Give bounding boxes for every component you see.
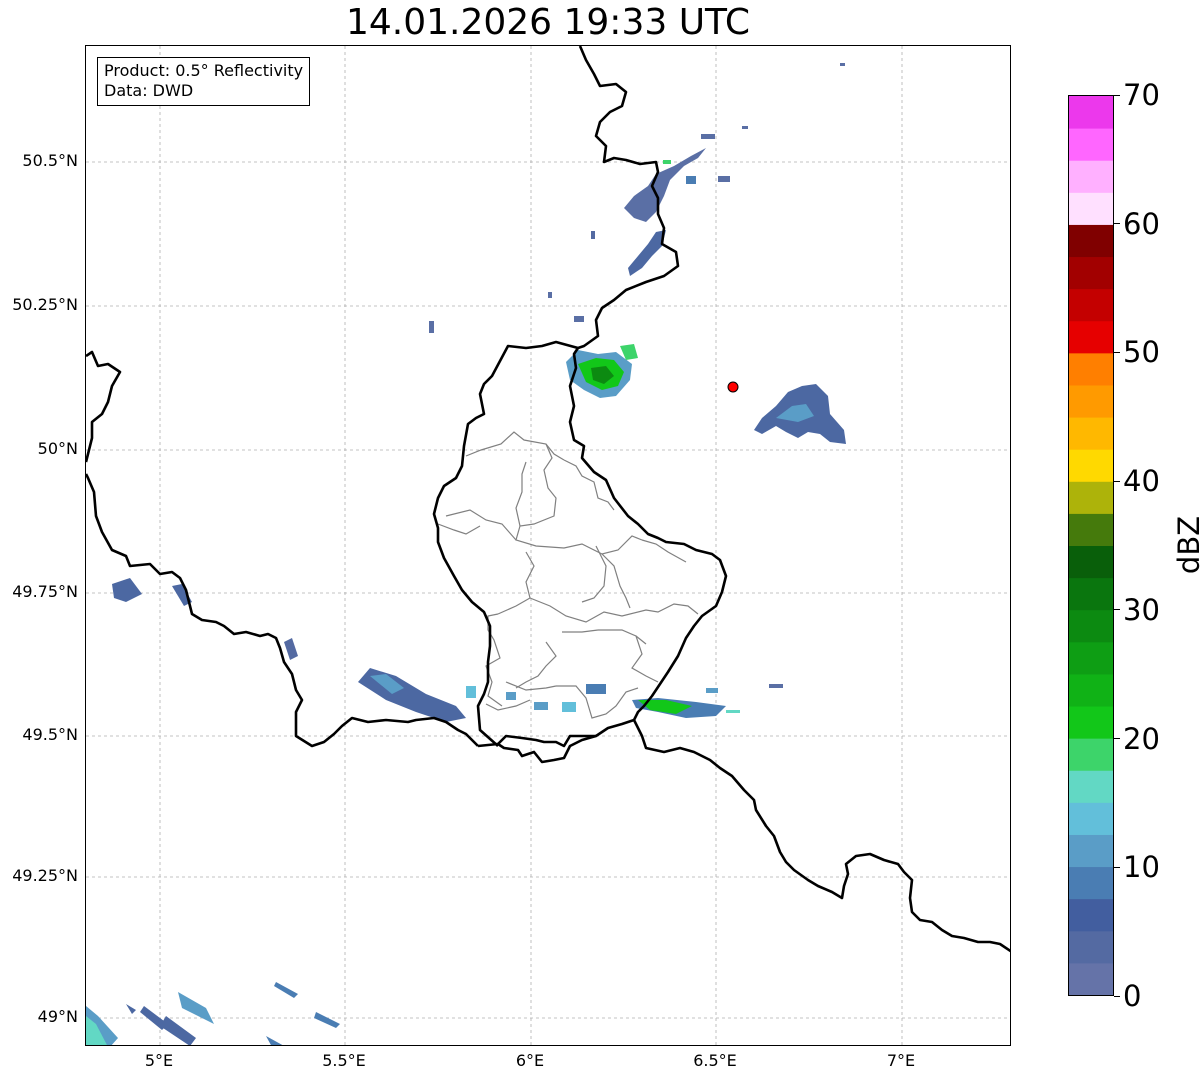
colorbar-swatch: [1069, 192, 1113, 225]
graticule: [86, 46, 1010, 1045]
map-canvas: [86, 46, 1010, 1045]
radar-map[interactable]: [85, 45, 1011, 1046]
map-title: 14.01.2026 19:33 UTC: [345, 2, 751, 43]
colorbar-tick-label: 60: [1123, 206, 1160, 241]
colorbar-swatch: [1069, 128, 1113, 161]
lat-label: 50°N: [37, 439, 78, 458]
colorbar-swatch: [1069, 417, 1113, 450]
colorbar-tick: [1114, 351, 1120, 353]
colorbar-tick-label: 40: [1123, 464, 1160, 499]
colorbar-swatch: [1069, 449, 1113, 482]
colorbar-swatch: [1069, 256, 1113, 290]
lon-label: 5.5°E: [322, 1051, 366, 1070]
colorbar-swatch: [1069, 706, 1113, 739]
radar-site-marker[interactable]: [727, 381, 739, 393]
lat-label: 50.25°N: [12, 295, 78, 314]
colorbar-swatch: [1069, 224, 1113, 258]
colorbar-swatch: [1069, 930, 1113, 964]
lon-label: 7°E: [886, 1051, 916, 1070]
colorbar-swatch: [1069, 834, 1113, 868]
colorbar-swatch: [1069, 770, 1113, 803]
colorbar-swatch: [1069, 802, 1113, 835]
colorbar-swatch: [1069, 96, 1113, 129]
colorbar-tick: [1114, 995, 1120, 997]
lat-label: 50.5°N: [22, 151, 78, 170]
colorbar-tick: [1114, 866, 1120, 868]
colorbar-swatch: [1069, 609, 1113, 643]
colorbar-swatch: [1069, 384, 1113, 418]
colorbar-swatch: [1069, 866, 1113, 900]
colorbar-unit-label: dBZ: [1172, 515, 1202, 575]
admin-borders: [437, 431, 699, 719]
colorbar-swatch: [1069, 673, 1113, 707]
product-info-box: Product: 0.5° Reflectivity Data: DWD: [97, 57, 311, 106]
lon-label: 6°E: [515, 1051, 545, 1070]
colorbar-swatch: [1069, 545, 1113, 579]
colorbar-tick-label: 10: [1123, 850, 1160, 885]
colorbar-swatch: [1069, 160, 1113, 193]
colorbar-swatch: [1069, 738, 1113, 771]
colorbar-swatches: [1069, 96, 1113, 995]
colorbar-tick-label: 0: [1123, 979, 1142, 1013]
colorbar-swatch: [1069, 481, 1113, 514]
radar-echoes: [86, 63, 846, 1045]
colorbar-swatch: [1069, 288, 1113, 322]
national-borders: [86, 46, 1010, 953]
product-label: Product: 0.5° Reflectivity: [104, 61, 304, 80]
lat-label: 49.75°N: [12, 582, 78, 601]
colorbar-tick-label: 70: [1123, 78, 1160, 112]
colorbar-tick: [1114, 738, 1120, 740]
colorbar-swatch: [1069, 320, 1113, 354]
lat-label: 49.5°N: [22, 725, 78, 744]
colorbar-swatch: [1069, 513, 1113, 546]
colorbar-tick-label: 50: [1123, 335, 1160, 370]
lon-label: 5°E: [144, 1051, 174, 1070]
colorbar: [1068, 95, 1114, 996]
colorbar-swatch: [1069, 352, 1113, 386]
lon-label: 6.5°E: [693, 1051, 737, 1070]
colorbar-tick: [1114, 94, 1120, 96]
colorbar-tick-label: 30: [1123, 592, 1160, 627]
colorbar-swatch: [1069, 898, 1113, 932]
colorbar-swatch: [1069, 641, 1113, 675]
data-source-label: Data: DWD: [104, 81, 194, 100]
colorbar-tick: [1114, 609, 1120, 611]
colorbar-swatch: [1069, 577, 1113, 611]
colorbar-tick: [1114, 223, 1120, 225]
colorbar-swatch: [1069, 962, 1113, 995]
colorbar-tick-label: 20: [1123, 721, 1160, 756]
lat-label: 49°N: [37, 1007, 78, 1026]
lat-label: 49.25°N: [12, 866, 78, 885]
colorbar-tick: [1114, 480, 1120, 482]
